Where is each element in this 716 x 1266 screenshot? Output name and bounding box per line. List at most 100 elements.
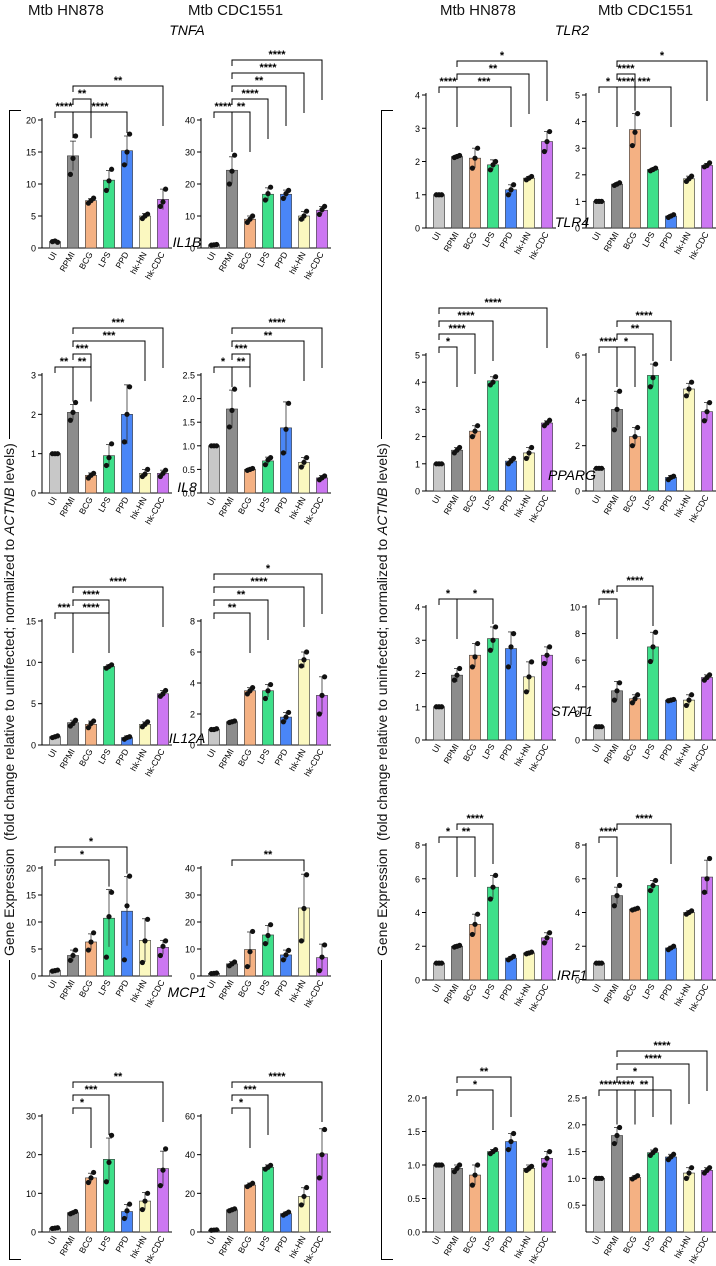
bar-lps [487, 164, 499, 229]
chart-title: IL12A [169, 730, 206, 746]
data-point [617, 180, 623, 186]
data-point [85, 1179, 91, 1186]
bar-ppd [665, 947, 677, 981]
significance-bracket [72, 586, 164, 627]
bar-ppd [665, 1156, 677, 1233]
data-point [671, 943, 677, 949]
category-label-bcg: BCG [461, 1234, 479, 1255]
y-tick-label: 0.0 [182, 489, 195, 499]
significance-label: **** [268, 317, 286, 329]
data-point [316, 968, 322, 974]
data-point [635, 111, 641, 117]
data-point [283, 714, 289, 720]
data-point [232, 386, 238, 392]
bar-hk-hn [523, 952, 535, 981]
chart-title: IL1B [173, 234, 202, 250]
data-point [265, 688, 271, 694]
significance-label: ** [228, 602, 237, 614]
data-point [283, 426, 289, 432]
significance-label: **** [268, 49, 286, 61]
data-point [226, 181, 232, 187]
significance-bracket [213, 599, 269, 640]
data-point [70, 952, 76, 959]
y-tick-label: 2 [190, 710, 195, 720]
category-label-ui: UI [205, 747, 218, 759]
data-point [469, 931, 475, 938]
data-point [91, 1169, 97, 1176]
data-point [124, 411, 130, 417]
category-label-rpmi: RPMI [441, 742, 460, 765]
bar-hk-hn [298, 659, 310, 746]
bar-bcg [244, 690, 256, 746]
y-tick-label: 2 [415, 157, 420, 167]
data-point [671, 1151, 677, 1157]
data-point [689, 1165, 695, 1171]
data-point [614, 893, 620, 899]
data-point [109, 662, 115, 668]
y-tick-label: 40 [185, 1150, 195, 1160]
data-point [91, 718, 97, 724]
data-point [472, 654, 478, 660]
bar-rpmi [451, 1168, 463, 1233]
y-tick-label: 30 [185, 148, 195, 158]
significance-label: * [446, 588, 451, 600]
y-tick-label: 4 [415, 603, 420, 613]
data-point [647, 658, 654, 665]
y-tick-label: 8 [415, 841, 420, 851]
data-point [439, 1162, 445, 1168]
data-point [487, 167, 493, 173]
data-point [526, 674, 532, 680]
significance-label: *** [235, 343, 249, 355]
bar-rpmi [451, 449, 463, 492]
y-tick-label: 2 [575, 709, 580, 719]
data-point [707, 160, 713, 166]
category-label-rpmi: RPMI [601, 493, 620, 516]
data-point [493, 1146, 499, 1153]
category-label-ui: UI [205, 250, 218, 262]
data-point [544, 935, 550, 941]
data-point [268, 681, 274, 688]
significance-bracket [231, 340, 305, 381]
data-point [523, 455, 530, 461]
bar-rpmi [67, 412, 79, 494]
category-label-rpmi: RPMI [441, 493, 460, 516]
data-point [547, 128, 553, 135]
y-tick-label: 10 [185, 945, 195, 955]
data-point [510, 953, 517, 959]
data-point [529, 444, 535, 451]
data-point [280, 719, 286, 725]
category-label-lps: LPS [96, 978, 113, 997]
bar-hk-hn [523, 177, 535, 229]
bar-rpmi [226, 721, 238, 746]
y-tick-label: 30 [26, 1112, 36, 1122]
chart-title: TLR2 [555, 22, 589, 38]
category-label-rpmi: RPMI [216, 747, 235, 770]
significance-label: ** [631, 323, 640, 335]
category-label-rpmi: RPMI [216, 495, 235, 518]
data-point [451, 677, 457, 683]
significance-bracket [231, 98, 269, 139]
y-tick-label: 1.5 [407, 1127, 420, 1137]
data-point [145, 916, 151, 922]
data-point [280, 957, 286, 963]
y-tick-label: 30 [185, 891, 195, 901]
data-point [265, 191, 271, 197]
data-point [55, 239, 61, 245]
bar-ui [593, 201, 605, 229]
bar-ppd [280, 193, 292, 249]
category-label-lps: LPS [255, 495, 272, 514]
data-point [286, 709, 292, 716]
category-label-ppd: PPD [113, 747, 130, 767]
data-point [629, 142, 636, 149]
category-label-lps: LPS [640, 1234, 657, 1253]
significance-bracket [231, 353, 251, 388]
data-point [629, 700, 636, 706]
category-label-ppd: PPD [497, 1234, 514, 1254]
data-point [232, 959, 238, 965]
data-point [457, 1162, 463, 1168]
data-point [529, 659, 535, 665]
significance-label: **** [241, 88, 259, 100]
